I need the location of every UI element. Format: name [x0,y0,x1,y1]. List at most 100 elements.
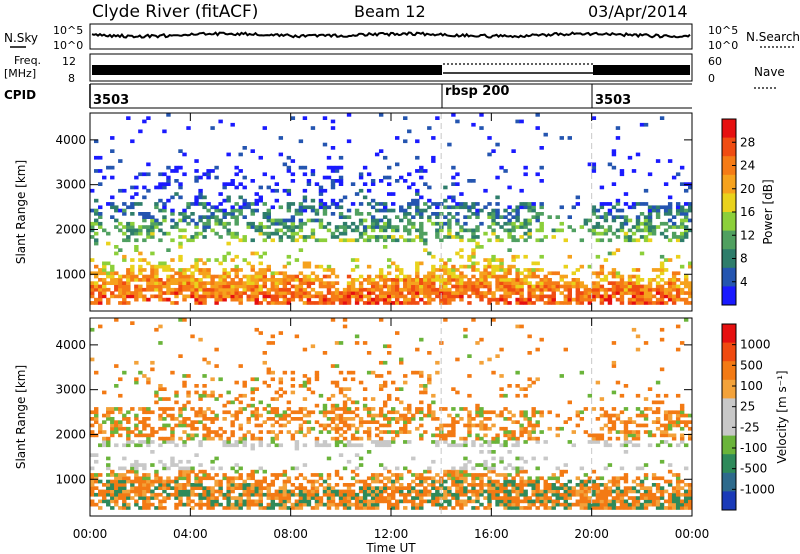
echo-cell [575,410,581,415]
echo-cell [322,238,328,243]
echo-cell [190,271,195,276]
echo-cell [206,426,211,431]
echo-cell [463,436,468,441]
echo-cell [535,238,540,243]
echo-cell [643,463,649,467]
echo-cell [274,294,280,299]
echo-cell [591,492,597,497]
echo-cell [382,278,388,282]
echo-cell [423,274,428,279]
echo-cell [198,188,203,193]
echo-cell [130,479,135,484]
echo-cell [651,228,657,233]
echo-cell [370,476,376,481]
echo-cell [491,254,496,259]
echo-cell [146,162,151,167]
echo-cell [571,430,577,434]
echo-cell [415,291,420,295]
echo-cell [395,291,400,295]
echo-cell [306,492,312,497]
echo-cell [515,436,520,441]
echo-cell [142,185,147,190]
echo-cell [415,264,420,269]
echo-cell [122,489,127,494]
echo-cell [603,413,609,418]
echo-cell [106,502,111,507]
echo-cell [471,506,476,510]
echo-cell [443,506,448,510]
echo-cell [346,440,352,444]
echo-cell [326,496,332,500]
echo-cell [495,264,500,269]
echo-cell [222,284,227,289]
echo-cell [118,492,123,497]
echo-cell [142,297,147,302]
echo-cell [471,486,476,490]
echo-cell [507,294,512,299]
echo-cell [94,473,99,477]
echo-cell [142,479,147,484]
echo-cell [451,479,456,484]
echo-cell [459,479,464,484]
echo-cell [675,413,681,418]
echo-cell [246,489,251,494]
echo-cell [487,301,492,305]
echo-cell [230,122,235,127]
echo-cell [491,258,496,262]
echo-cell [202,436,207,441]
echo-cell [443,278,448,282]
echo-cell [194,284,199,289]
echo-cell [507,430,512,434]
echo-cell [174,393,179,398]
echo-cell [519,301,524,305]
echo-cell [286,492,292,497]
echo-cell [158,287,163,292]
echo-cell [270,377,276,382]
echo-cell [214,397,219,401]
echo-cell [230,231,235,236]
echo-cell [595,476,601,481]
echo-cell [591,116,597,120]
echo-cell [326,264,332,269]
echo-cell [114,225,119,229]
echo-cell [447,502,452,507]
echo-cell [166,287,171,292]
echo-cell [330,294,336,299]
echo-cell [178,287,183,292]
echo-cell [675,417,681,421]
echo-cell [250,446,255,451]
echo-cell [238,268,243,272]
echo-cell [314,486,320,490]
echo-cell [415,139,420,144]
echo-cell [523,417,528,421]
echo-cell [314,499,320,504]
echo-cell [535,215,540,219]
echo-cell [475,245,480,249]
echo-cell [491,492,496,497]
echo-cell [178,476,183,481]
echo-cell [242,185,247,190]
echo-cell [415,278,420,282]
echo-cell [471,476,476,481]
echo-cell [174,287,179,292]
echo-cell [190,433,195,438]
echo-cell [262,469,267,474]
echo-cell [499,278,504,282]
echo-cell [242,146,247,150]
echo-cell [623,430,629,434]
echo-cell [611,476,617,481]
echo-cell [142,486,147,490]
echo-cell [250,476,255,481]
echo-cell [270,188,276,193]
echo-cell [290,410,296,415]
echo-cell [318,284,324,289]
echo-cell [507,271,512,276]
echo-cell [246,205,251,210]
echo-cell [399,489,404,494]
echo-cell [471,423,476,428]
echo-cell [94,241,99,246]
echo-cell [667,225,673,229]
echo-cell [146,287,151,292]
echo-cell [234,502,239,507]
echo-cell [138,476,143,481]
